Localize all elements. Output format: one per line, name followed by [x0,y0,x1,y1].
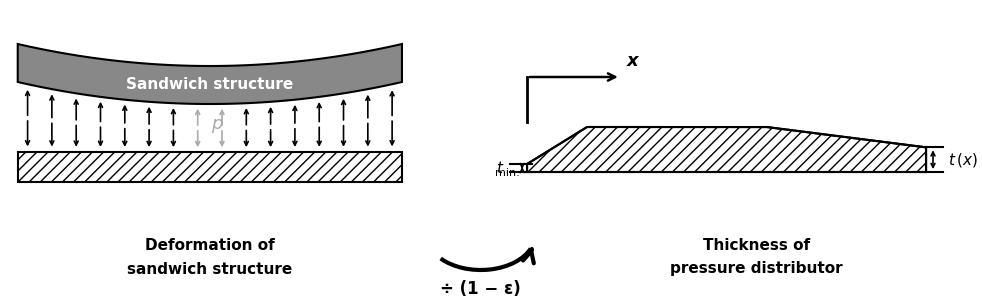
Text: $t$: $t$ [496,160,505,176]
Polygon shape [527,127,926,172]
Text: sandwich structure: sandwich structure [128,262,293,277]
Text: Sandwich structure: Sandwich structure [127,77,294,92]
Text: $t\,(x)$: $t\,(x)$ [948,151,978,169]
Text: Thickness of: Thickness of [702,238,810,252]
Text: pressure distributor: pressure distributor [670,262,843,277]
FancyBboxPatch shape [18,152,402,182]
Text: ÷ (1 − ε): ÷ (1 − ε) [440,280,521,298]
Text: Deformation of: Deformation of [145,238,275,252]
Text: $\bfit{x}$: $\bfit{x}$ [626,52,640,70]
Text: min.: min. [496,168,520,178]
Polygon shape [18,44,402,104]
Text: $p$: $p$ [211,117,224,134]
